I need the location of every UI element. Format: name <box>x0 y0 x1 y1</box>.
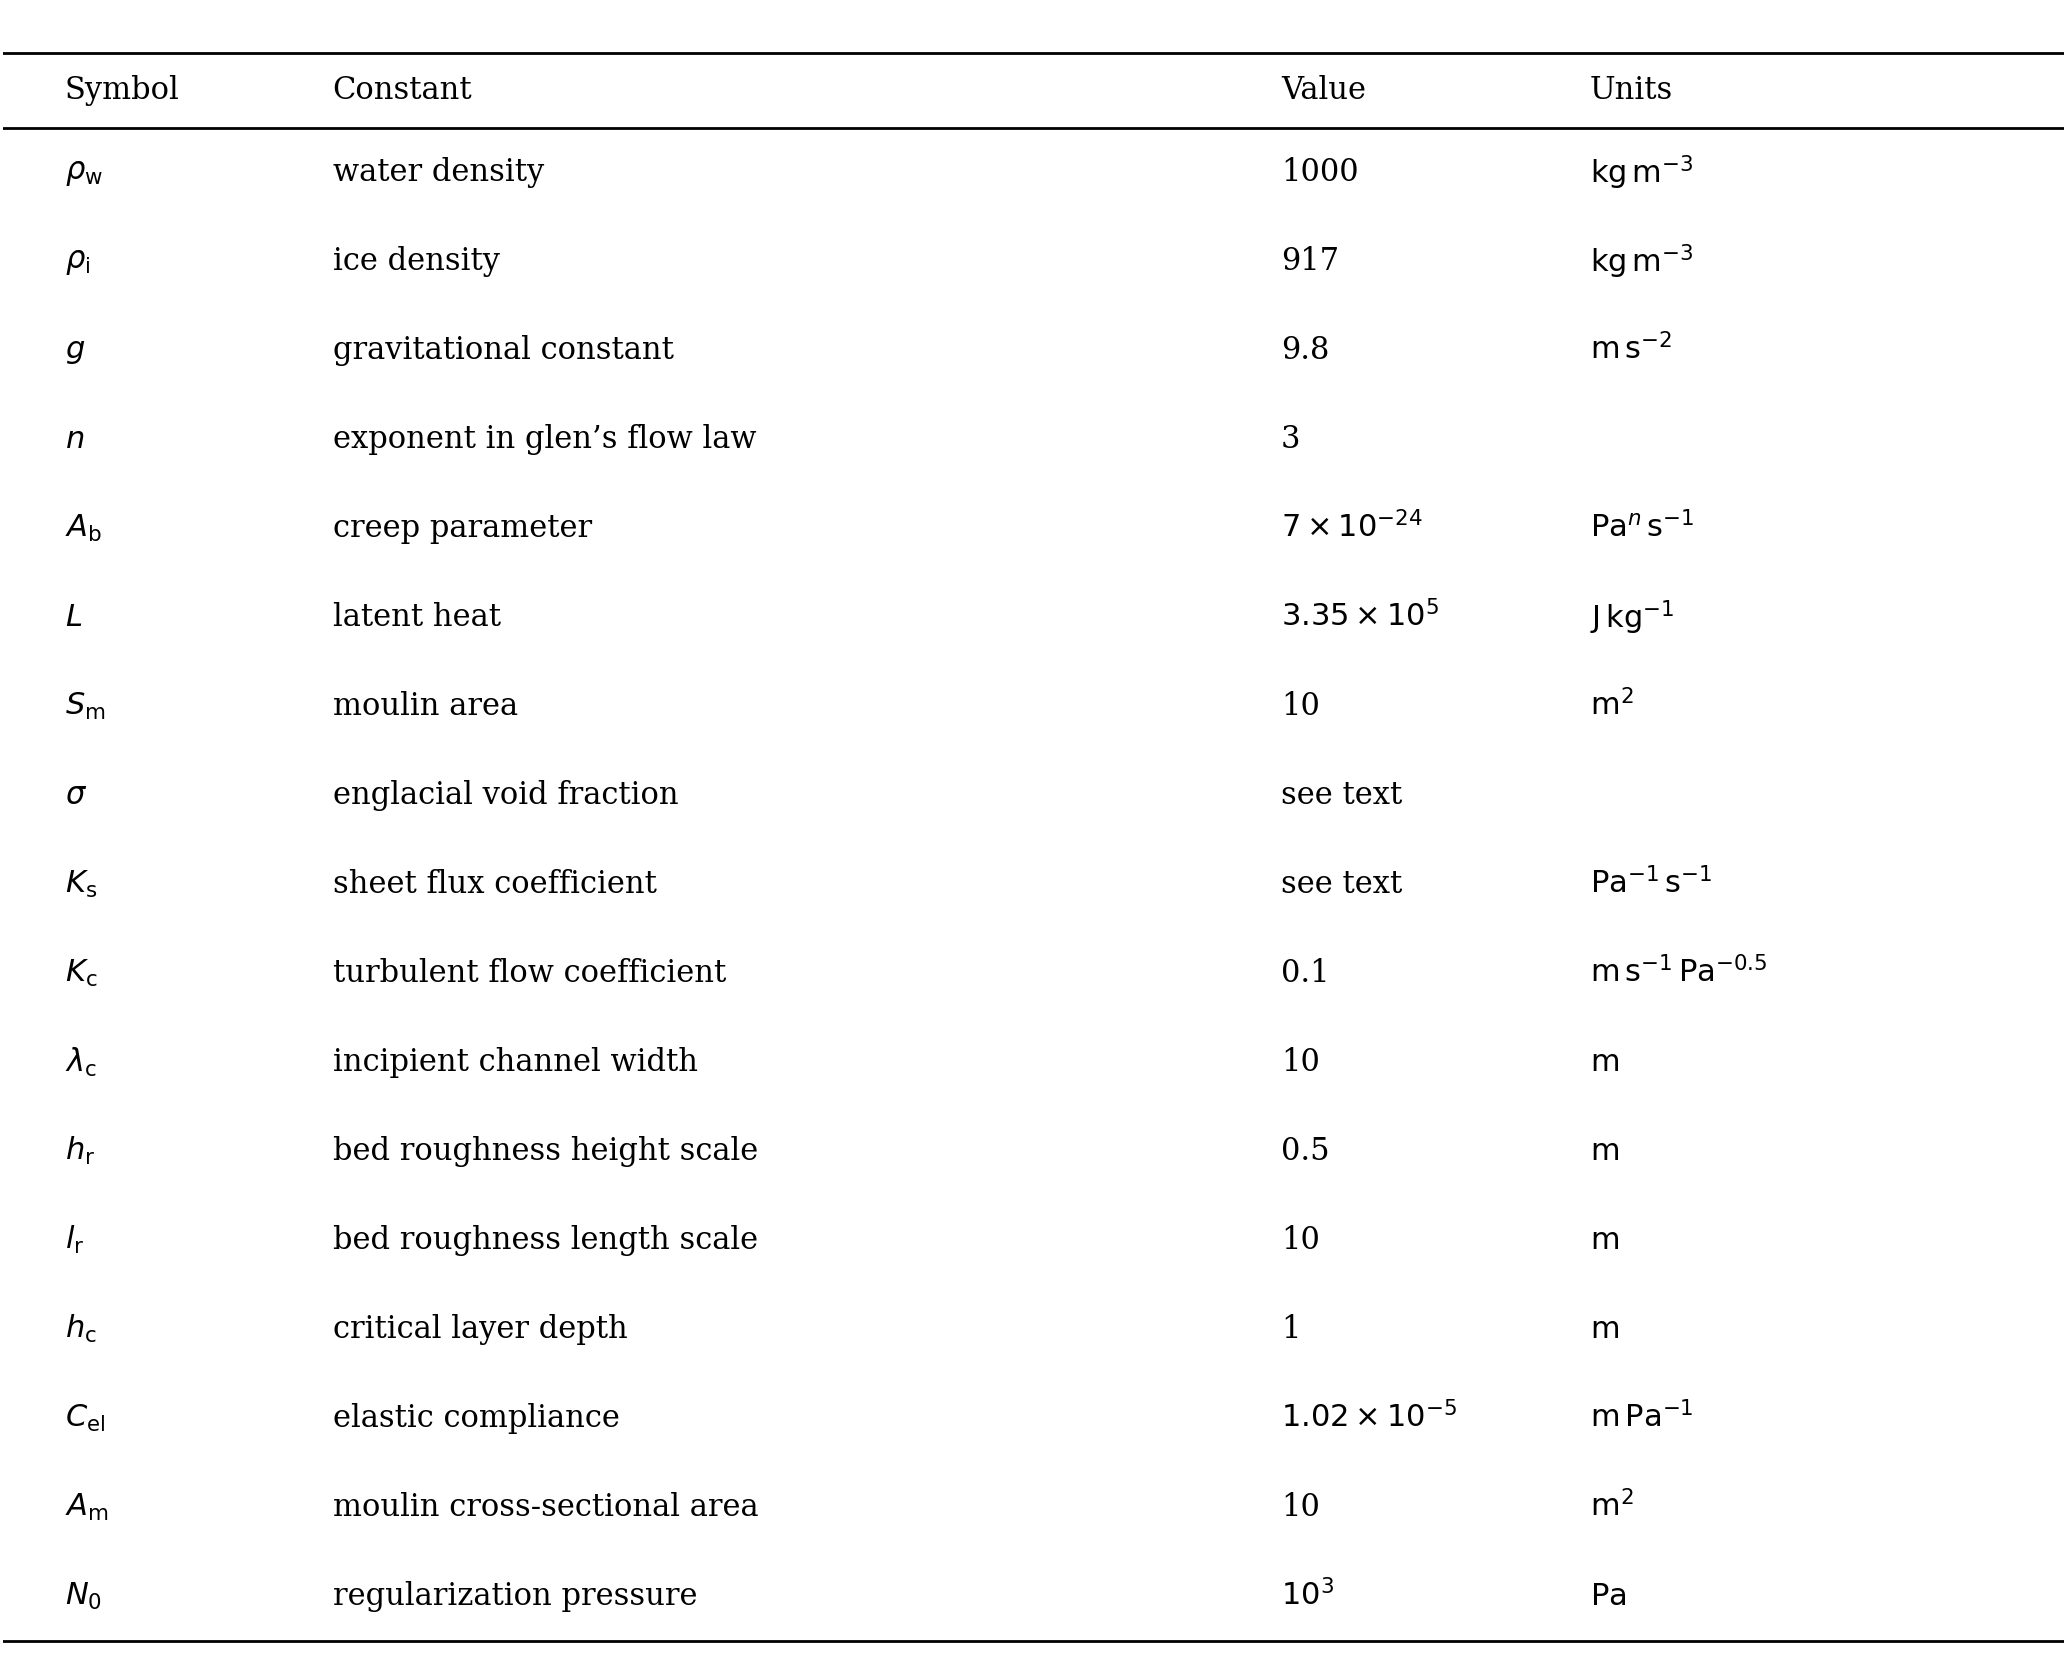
Text: $\lambda_{\mathrm{c}}$: $\lambda_{\mathrm{c}}$ <box>64 1046 97 1078</box>
Text: Constant: Constant <box>333 75 471 106</box>
Text: $K_{\mathrm{s}}$: $K_{\mathrm{s}}$ <box>64 869 97 901</box>
Text: $10^{3}$: $10^{3}$ <box>1282 1580 1333 1613</box>
Text: $h_{\mathrm{r}}$: $h_{\mathrm{r}}$ <box>64 1135 95 1167</box>
Text: Units: Units <box>1590 75 1674 106</box>
Text: $l_{\mathrm{r}}$: $l_{\mathrm{r}}$ <box>64 1224 85 1256</box>
Text: $\mathrm{m}$: $\mathrm{m}$ <box>1590 1313 1618 1345</box>
Text: moulin area: moulin area <box>333 691 517 723</box>
Text: $\rho_{\mathrm{w}}$: $\rho_{\mathrm{w}}$ <box>64 158 103 188</box>
Text: 1: 1 <box>1282 1313 1300 1345</box>
Text: regularization pressure: regularization pressure <box>333 1581 697 1612</box>
Text: $\mathrm{kg\,m^{-3}}$: $\mathrm{kg\,m^{-3}}$ <box>1590 243 1693 280</box>
Text: $\mathrm{Pa}$: $\mathrm{Pa}$ <box>1590 1581 1627 1612</box>
Text: $N_{0}$: $N_{0}$ <box>64 1581 101 1612</box>
Text: $C_{\mathrm{el}}$: $C_{\mathrm{el}}$ <box>64 1402 105 1434</box>
Text: moulin cross-sectional area: moulin cross-sectional area <box>333 1493 759 1523</box>
Text: gravitational constant: gravitational constant <box>333 335 674 366</box>
Text: $\mathrm{Pa}^{n}\,\mathrm{s^{-1}}$: $\mathrm{Pa}^{n}\,\mathrm{s^{-1}}$ <box>1590 511 1695 545</box>
Text: critical layer depth: critical layer depth <box>333 1313 628 1345</box>
Text: bed roughness length scale: bed roughness length scale <box>333 1224 759 1256</box>
Text: $\mathrm{m^{2}}$: $\mathrm{m^{2}}$ <box>1590 1491 1633 1524</box>
Text: 0.5: 0.5 <box>1282 1135 1329 1167</box>
Text: see text: see text <box>1282 780 1401 812</box>
Text: latent heat: latent heat <box>333 602 500 632</box>
Text: $3.35 \times 10^{5}$: $3.35 \times 10^{5}$ <box>1282 602 1439 634</box>
Text: Value: Value <box>1282 75 1366 106</box>
Text: elastic compliance: elastic compliance <box>333 1404 620 1434</box>
Text: $h_{\mathrm{c}}$: $h_{\mathrm{c}}$ <box>64 1313 97 1345</box>
Text: $\mathrm{m^{2}}$: $\mathrm{m^{2}}$ <box>1590 691 1633 723</box>
Text: 0.1: 0.1 <box>1282 958 1329 989</box>
Text: $\mathrm{m\,s^{-2}}$: $\mathrm{m\,s^{-2}}$ <box>1590 334 1672 367</box>
Text: $L$: $L$ <box>64 602 83 632</box>
Text: water density: water density <box>333 158 544 188</box>
Text: $K_{\mathrm{c}}$: $K_{\mathrm{c}}$ <box>64 958 97 989</box>
Text: Symbol: Symbol <box>64 75 180 106</box>
Text: $\mathrm{J\,kg^{-1}}$: $\mathrm{J\,kg^{-1}}$ <box>1590 599 1674 637</box>
Text: 10: 10 <box>1282 691 1319 723</box>
Text: ice density: ice density <box>333 247 500 277</box>
Text: turbulent flow coefficient: turbulent flow coefficient <box>333 958 726 989</box>
Text: $g$: $g$ <box>64 335 85 366</box>
Text: $n$: $n$ <box>64 424 85 454</box>
Text: $\mathrm{m\,s^{-1}\,Pa^{-0.5}}$: $\mathrm{m\,s^{-1}\,Pa^{-0.5}}$ <box>1590 958 1767 989</box>
Text: $\rho_{\mathrm{i}}$: $\rho_{\mathrm{i}}$ <box>64 247 89 277</box>
Text: creep parameter: creep parameter <box>333 513 591 543</box>
Text: 10: 10 <box>1282 1224 1319 1256</box>
Text: bed roughness height scale: bed roughness height scale <box>333 1135 759 1167</box>
Text: 9.8: 9.8 <box>1282 335 1329 366</box>
Text: $7 \times 10^{-24}$: $7 \times 10^{-24}$ <box>1282 511 1422 545</box>
Text: 917: 917 <box>1282 247 1339 277</box>
Text: incipient channel width: incipient channel width <box>333 1046 697 1078</box>
Text: $\mathrm{m}$: $\mathrm{m}$ <box>1590 1046 1618 1078</box>
Text: $\mathrm{Pa^{-1}\,s^{-1}}$: $\mathrm{Pa^{-1}\,s^{-1}}$ <box>1590 869 1711 901</box>
Text: $\sigma$: $\sigma$ <box>64 780 87 812</box>
Text: $\mathrm{m}$: $\mathrm{m}$ <box>1590 1224 1618 1256</box>
Text: sheet flux coefficient: sheet flux coefficient <box>333 869 657 901</box>
Text: $1.02 \times 10^{-5}$: $1.02 \times 10^{-5}$ <box>1282 1402 1457 1434</box>
Text: $S_{\mathrm{m}}$: $S_{\mathrm{m}}$ <box>64 691 105 723</box>
Text: $\mathrm{m\,Pa^{-1}}$: $\mathrm{m\,Pa^{-1}}$ <box>1590 1402 1693 1434</box>
Text: see text: see text <box>1282 869 1401 901</box>
Text: $A_{\mathrm{b}}$: $A_{\mathrm{b}}$ <box>64 513 101 543</box>
Text: englacial void fraction: englacial void fraction <box>333 780 678 812</box>
Text: $A_{\mathrm{m}}$: $A_{\mathrm{m}}$ <box>64 1493 107 1523</box>
Text: exponent in glen’s flow law: exponent in glen’s flow law <box>333 424 757 454</box>
Text: 3: 3 <box>1282 424 1300 454</box>
Text: 10: 10 <box>1282 1493 1319 1523</box>
Text: 10: 10 <box>1282 1046 1319 1078</box>
Text: 1000: 1000 <box>1282 158 1358 188</box>
Text: $\mathrm{kg\,m^{-3}}$: $\mathrm{kg\,m^{-3}}$ <box>1590 153 1693 191</box>
Text: $\mathrm{m}$: $\mathrm{m}$ <box>1590 1135 1618 1167</box>
